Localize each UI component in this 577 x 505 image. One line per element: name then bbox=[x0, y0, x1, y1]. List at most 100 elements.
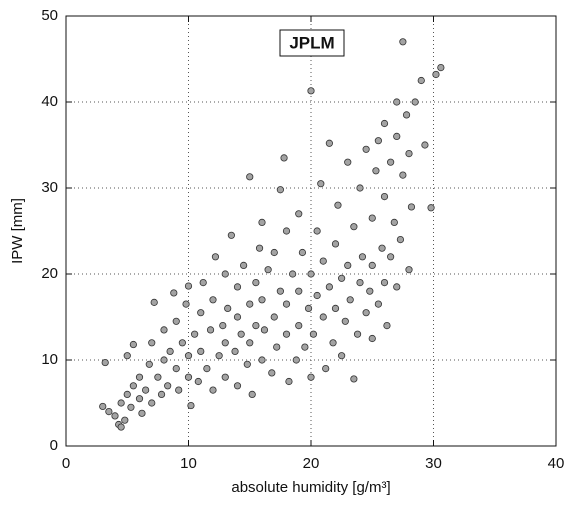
point bbox=[164, 382, 172, 390]
point bbox=[331, 240, 340, 248]
point bbox=[135, 395, 144, 403]
point bbox=[117, 423, 125, 431]
point bbox=[301, 343, 309, 351]
point bbox=[255, 244, 264, 252]
y-tick-label: 30 bbox=[41, 179, 58, 196]
point bbox=[215, 352, 223, 360]
point bbox=[374, 300, 382, 308]
point bbox=[282, 300, 291, 308]
point bbox=[380, 193, 389, 201]
point bbox=[356, 184, 364, 192]
point bbox=[154, 373, 162, 381]
point bbox=[197, 309, 205, 317]
point bbox=[295, 210, 303, 218]
point bbox=[117, 399, 125, 407]
point bbox=[264, 266, 272, 274]
point bbox=[362, 309, 370, 317]
point bbox=[123, 390, 131, 398]
x-tick-label: 0 bbox=[62, 455, 70, 472]
point bbox=[298, 248, 307, 257]
point bbox=[273, 343, 281, 351]
point bbox=[111, 412, 119, 420]
point bbox=[399, 171, 407, 179]
point bbox=[325, 283, 333, 291]
title-box bbox=[279, 29, 345, 57]
point bbox=[270, 313, 278, 321]
point bbox=[393, 98, 401, 106]
point bbox=[380, 278, 389, 287]
point bbox=[197, 347, 205, 355]
point bbox=[402, 111, 411, 119]
point bbox=[194, 377, 202, 386]
point bbox=[432, 70, 440, 79]
point bbox=[295, 287, 303, 295]
point bbox=[221, 373, 229, 381]
point bbox=[209, 296, 217, 304]
point bbox=[292, 356, 300, 364]
point bbox=[356, 278, 364, 287]
point bbox=[246, 300, 254, 308]
point bbox=[427, 204, 435, 212]
y-tick-label: 0 bbox=[50, 437, 58, 454]
point bbox=[346, 296, 354, 304]
point bbox=[203, 364, 211, 373]
point bbox=[304, 304, 313, 312]
point bbox=[313, 291, 321, 300]
point bbox=[206, 326, 215, 334]
point bbox=[407, 203, 416, 211]
point bbox=[227, 231, 235, 239]
point bbox=[121, 416, 129, 424]
point bbox=[396, 236, 405, 244]
point bbox=[258, 356, 266, 364]
point bbox=[233, 313, 242, 321]
point bbox=[184, 282, 193, 290]
point bbox=[199, 278, 207, 287]
point bbox=[350, 223, 358, 231]
point bbox=[105, 407, 113, 416]
point bbox=[127, 403, 135, 411]
point bbox=[221, 339, 229, 347]
point bbox=[101, 358, 109, 367]
x-tick-label: 30 bbox=[425, 455, 442, 472]
point bbox=[319, 257, 327, 265]
point bbox=[417, 76, 425, 85]
point bbox=[334, 201, 342, 209]
point bbox=[172, 317, 180, 325]
point bbox=[123, 352, 131, 360]
point bbox=[233, 283, 242, 291]
point bbox=[295, 321, 303, 330]
point bbox=[148, 399, 156, 407]
y-tick-label: 10 bbox=[41, 351, 58, 368]
point bbox=[209, 386, 217, 394]
point bbox=[211, 253, 220, 261]
point bbox=[182, 300, 190, 308]
point bbox=[268, 369, 276, 377]
point bbox=[285, 377, 293, 386]
point bbox=[172, 364, 180, 373]
point bbox=[421, 141, 429, 149]
point bbox=[368, 334, 376, 343]
point bbox=[184, 352, 193, 360]
point bbox=[353, 330, 362, 338]
point bbox=[338, 352, 346, 360]
point bbox=[187, 401, 195, 410]
point bbox=[282, 330, 291, 338]
point bbox=[399, 38, 407, 46]
point bbox=[358, 253, 367, 261]
point bbox=[258, 296, 266, 304]
point bbox=[387, 158, 395, 166]
point bbox=[387, 253, 395, 261]
point bbox=[157, 390, 166, 398]
point bbox=[191, 330, 199, 338]
y-axis-label: IPW [mm] bbox=[9, 198, 26, 264]
point bbox=[231, 347, 239, 355]
point bbox=[145, 360, 153, 368]
point bbox=[393, 132, 401, 140]
point bbox=[233, 382, 242, 390]
point bbox=[246, 173, 254, 181]
point bbox=[150, 298, 158, 306]
point bbox=[390, 218, 398, 226]
point bbox=[378, 244, 386, 252]
point bbox=[166, 347, 174, 355]
